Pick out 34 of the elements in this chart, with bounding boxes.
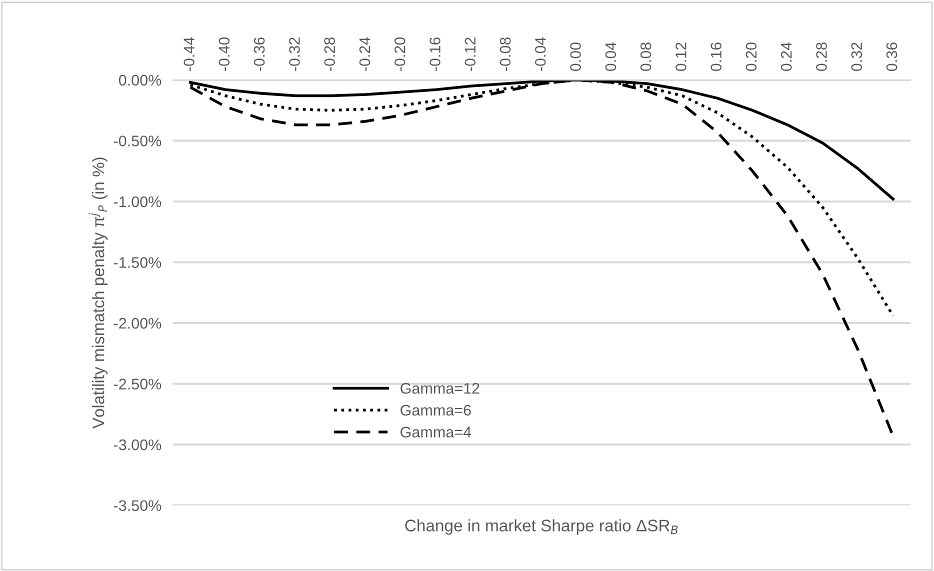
x-tick-label: 0.28 <box>816 42 827 72</box>
x-tick-label: -0.04 <box>535 37 546 71</box>
y-tick-label: -3.50% <box>114 500 162 512</box>
legend-label: Gamma=6 <box>400 404 471 416</box>
legend-label: Gamma=4 <box>400 426 472 438</box>
x-tick-label: -0.12 <box>464 38 476 71</box>
x-tick-label: -0.24 <box>359 37 370 71</box>
x-axis-title: Change in market Sharpe ratio ΔSR$_{B}$ <box>405 519 678 535</box>
x-tick-label: 0.00 <box>570 42 581 72</box>
x-tick-label: 0.08 <box>640 42 652 72</box>
x-tick-label: -0.08 <box>500 37 511 71</box>
y-tick-label: -0.50% <box>114 136 162 146</box>
x-tick-label: -0.16 <box>430 37 440 71</box>
x-tick-label: -0.32 <box>289 38 300 71</box>
x-tick-label: 0.36 <box>886 42 898 72</box>
y-tick-label: -2.00% <box>114 318 162 329</box>
y-tick-label: -1.50% <box>114 257 162 268</box>
y-tick-label: -1.00% <box>114 196 162 208</box>
y-tick-label: -3.00% <box>114 439 162 450</box>
x-tick-label: 0.32 <box>851 42 862 72</box>
y-tick-label: -2.50% <box>114 378 162 390</box>
x-tick-label: 0.16 <box>710 42 722 72</box>
x-tick-label: -0.36 <box>254 37 265 71</box>
x-tick-label: -0.44 <box>184 37 194 71</box>
x-tick-label: 0.24 <box>780 42 792 72</box>
x-tick-label: -0.20 <box>394 37 406 71</box>
y-tick-label: 0.00% <box>118 74 162 86</box>
legend-label: Gamma=12 <box>400 382 480 394</box>
x-tick-label: -0.40 <box>218 37 230 71</box>
y-axis-title: Volatility mismatch penalty π$^{j}$$_{P}$ (in %) <box>88 158 108 429</box>
x-tick-label: -0.28 <box>324 37 336 71</box>
x-tick-label: 0.20 <box>746 42 757 72</box>
x-tick-label: 0.04 <box>605 42 616 72</box>
x-tick-label: 0.12 <box>676 42 686 72</box>
